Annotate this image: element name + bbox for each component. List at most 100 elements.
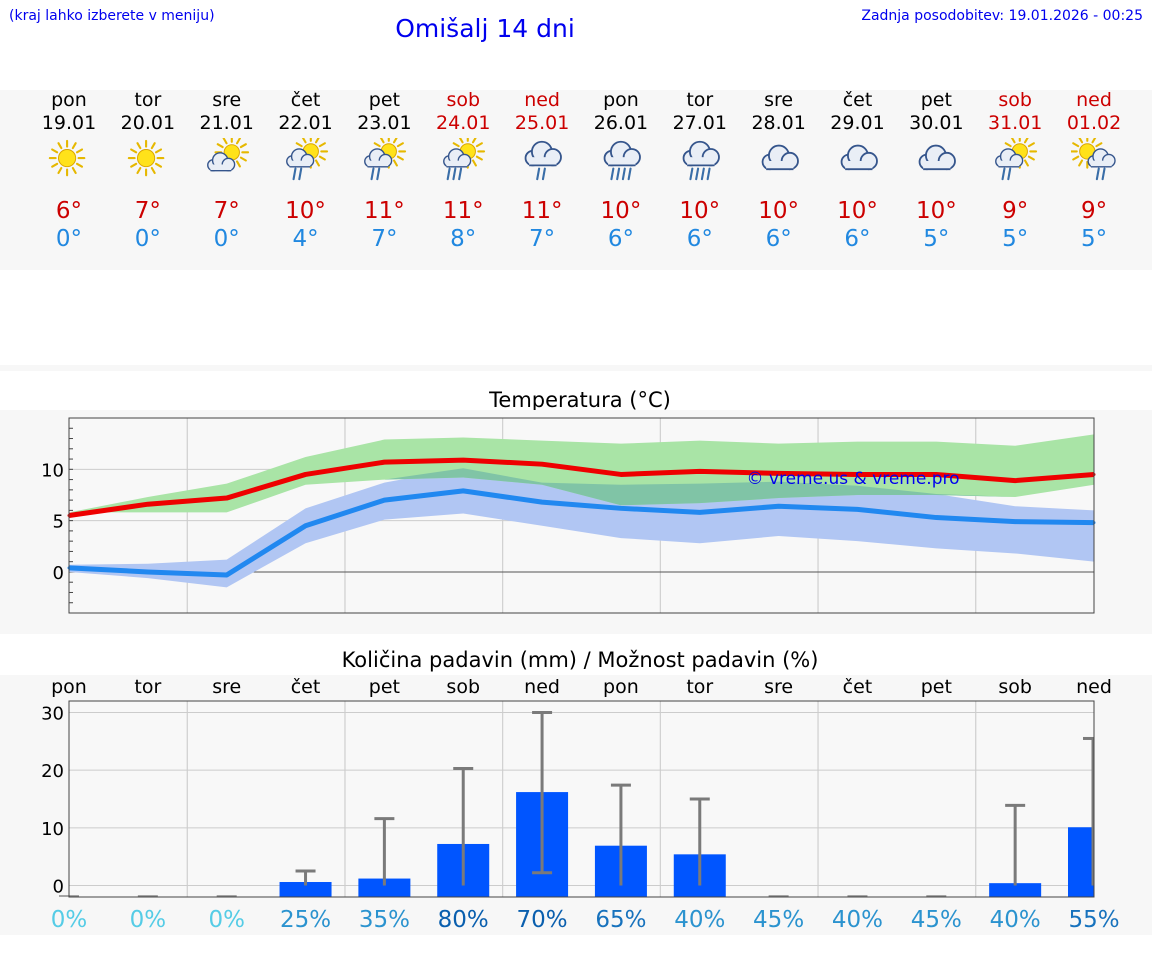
temperature-chart: 0 5 10 © vreme.us & vreme.pro <box>41 417 1096 614</box>
day-name: pet <box>920 89 952 111</box>
max-temperature: 10° <box>679 198 721 224</box>
cloud-rain-icon <box>524 140 562 181</box>
day-name: ned <box>1076 89 1112 111</box>
min-temperature: 5° <box>1002 226 1029 252</box>
min-temperature: 0° <box>55 226 83 252</box>
max-temperature-line <box>68 457 1095 518</box>
day-date: 19.01 <box>41 112 97 134</box>
y-tick-label: 0 <box>53 876 64 897</box>
precip-day-label: pet <box>921 676 952 698</box>
day-date: 30.01 <box>909 112 964 134</box>
precipitation-probability: 25% <box>280 907 331 933</box>
y-tick-label: 5 <box>53 512 64 533</box>
sun-icon <box>127 139 165 177</box>
day-column: sob 24.01 <box>424 89 503 182</box>
day-column: pon 19.01 <box>30 89 109 182</box>
day-name: ned <box>524 89 560 111</box>
min-temperature-line-point <box>777 504 781 508</box>
min-temperature: 4° <box>292 226 319 252</box>
precip-day-label: tor <box>134 676 161 698</box>
day-name: sre <box>212 89 242 111</box>
precip-day-label: čet <box>291 676 321 698</box>
min-temperature-line-point <box>382 498 386 502</box>
page-title: Omišalj 14 dni <box>395 14 575 43</box>
partly-cloudy-rain-icon <box>285 138 328 181</box>
day-name: sob <box>998 89 1032 111</box>
range-overlap <box>69 468 1094 513</box>
plot-area <box>69 701 1094 897</box>
precipitation-probability: 80% <box>438 907 489 933</box>
day-name: čet <box>290 89 321 111</box>
min-temperature-line-point <box>855 507 859 511</box>
min-temperature: 7° <box>371 226 398 252</box>
max-temperature-line-point <box>382 460 386 464</box>
day-date: 01.02 <box>1066 112 1122 134</box>
day-name: tor <box>134 89 162 111</box>
max-temperature: 11° <box>364 198 405 224</box>
precipitation-probability: 40% <box>832 907 883 933</box>
forecast-strip <box>0 90 1152 270</box>
precipitation-probability: 35% <box>359 907 410 933</box>
partly-cloudy-icon <box>206 138 249 172</box>
max-temperature-line-point <box>777 471 781 475</box>
day-date: 20.01 <box>120 112 176 134</box>
min-temperature-line-point <box>934 516 938 520</box>
precipitation-bar <box>989 883 1042 897</box>
watermark: © vreme.us & vreme.pro <box>746 469 959 489</box>
min-temperature: 6° <box>607 226 634 252</box>
cloud-icon <box>918 144 957 171</box>
day-column: ned 25.01 <box>503 89 582 182</box>
sun-icon <box>48 139 86 177</box>
max-temperature: 9° <box>1002 198 1029 224</box>
cloud-icon <box>761 144 799 171</box>
precipitation-chart: pon tor sre čet pet sob ned pon tor sre čet pet sob n… <box>41 676 1119 933</box>
precip-day-label: čet <box>843 676 873 698</box>
day-name: sob <box>446 89 481 111</box>
min-temperature: 6° <box>686 226 713 252</box>
day-date: 26.01 <box>593 112 649 134</box>
precipitation-probability: 0% <box>51 907 88 933</box>
day-column: ned 01.02 <box>1055 89 1134 182</box>
day-date: 29.01 <box>830 112 885 134</box>
max-temperature: 10° <box>915 198 957 224</box>
location-hint-link[interactable]: (kraj lahko izberete v meniju) <box>9 8 215 24</box>
max-temperature-line-point <box>619 472 623 476</box>
max-temperature: 10° <box>837 198 878 224</box>
max-temperature: 10° <box>758 198 800 224</box>
day-name: sre <box>764 89 794 111</box>
day-column: sre 28.01 <box>739 89 818 182</box>
precipitation-probability: 40% <box>990 907 1041 933</box>
partly-cloudy-rain-icon <box>995 138 1038 181</box>
max-temperature: 10° <box>285 198 326 224</box>
day-name: pet <box>368 89 400 111</box>
max-temperature: 11° <box>521 198 563 224</box>
precipitation-chart-title: Količina padavin (mm) / Možnost padavin … <box>341 648 819 672</box>
y-tick-label: 10 <box>41 819 64 840</box>
day-date: 27.01 <box>672 112 727 134</box>
y-tick-label: 0 <box>53 563 64 584</box>
min-temperature: 0° <box>134 226 161 252</box>
max-temperature: 11° <box>442 198 484 224</box>
precipitation-probability: 0% <box>130 907 167 933</box>
precip-day-label: sob <box>998 676 1032 698</box>
precip-day-label: pon <box>51 676 87 698</box>
precipitation-probability: 45% <box>911 907 962 933</box>
sun-cloud-rain-icon <box>1071 138 1116 181</box>
max-temperature-line-point <box>540 462 544 466</box>
day-date: 21.01 <box>199 112 254 134</box>
day-column: sre 21.01 <box>187 89 266 182</box>
precipitation-probability: 70% <box>517 907 568 933</box>
max-temperature-line-point <box>304 472 308 476</box>
min-temperature: 6° <box>844 226 871 252</box>
y-tick-label: 30 <box>41 704 64 725</box>
min-temperature: 7° <box>529 226 556 252</box>
precip-day-label: tor <box>686 676 713 698</box>
max-temperature-line-point <box>461 458 465 462</box>
day-date: 23.01 <box>357 112 412 134</box>
day-column: tor 20.01 <box>108 89 187 182</box>
plot-frame <box>68 700 1095 898</box>
precipitation-bar <box>358 878 411 897</box>
day-column: pon 26.01 <box>581 89 660 182</box>
partly-cloudy-rain-icon <box>364 138 407 181</box>
